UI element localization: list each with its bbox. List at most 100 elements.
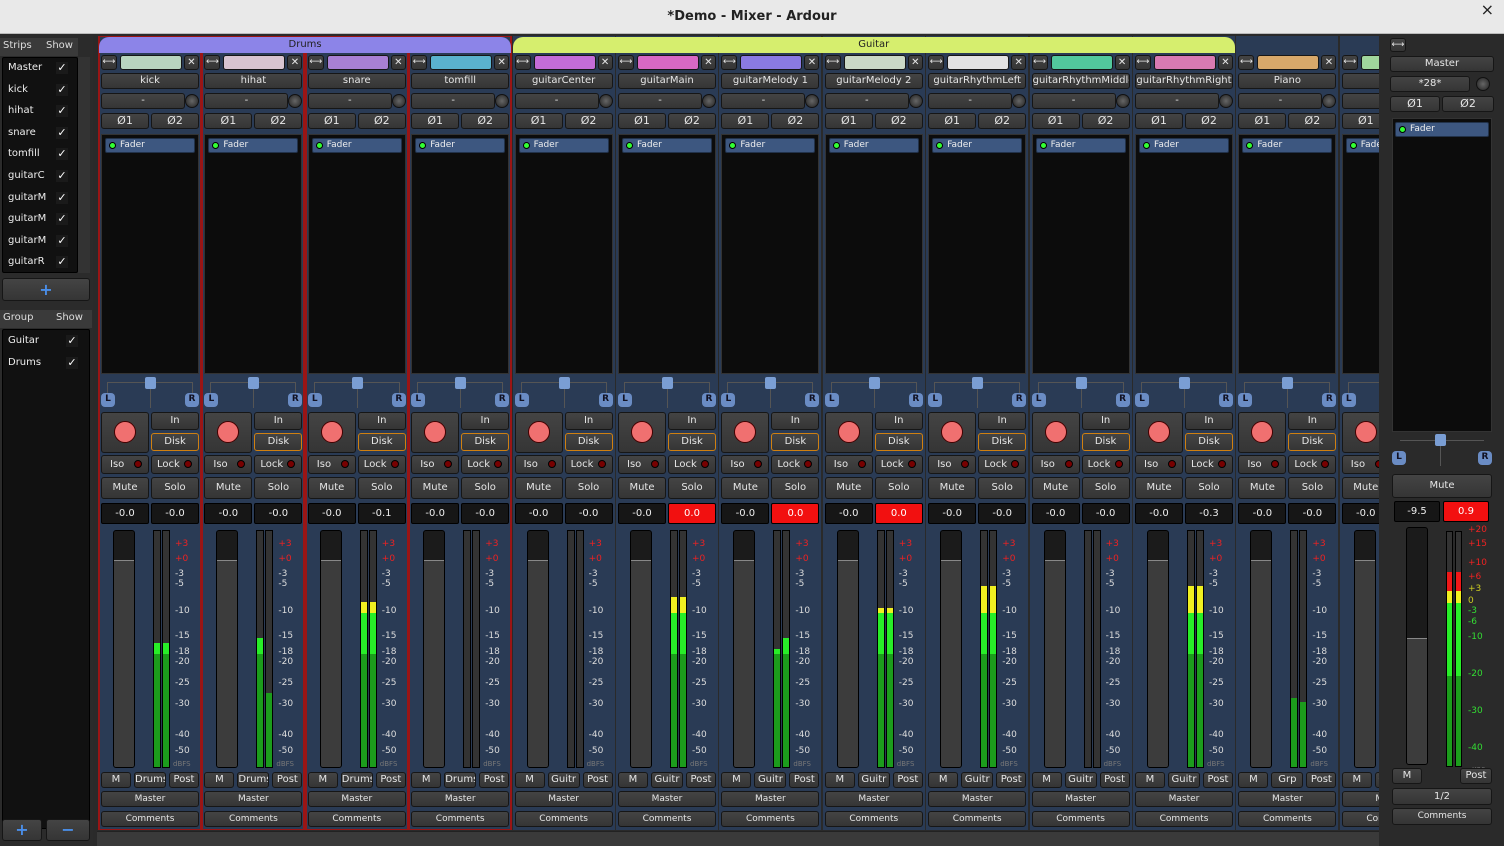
strip-width-button[interactable]: ⟷	[1390, 38, 1406, 52]
processor-fader[interactable]: Fader	[518, 138, 609, 153]
peak-display[interactable]: 0.0	[771, 503, 820, 524]
phase-invert-2-button[interactable]: Ø2	[978, 113, 1027, 129]
input-button[interactable]: -	[514, 93, 599, 109]
strip-list-item[interactable]: hihat ✓	[2, 100, 78, 122]
strip-color-button[interactable]	[120, 55, 182, 70]
route-group-button[interactable]: Guitr	[1064, 772, 1097, 788]
processor-fader[interactable]: Fader	[1345, 138, 1379, 153]
strip-name-button[interactable]: tomfill	[411, 73, 510, 89]
solo-button[interactable]: Solo	[1185, 477, 1233, 499]
monitor-disk-button[interactable]: Disk	[771, 433, 820, 451]
input-button[interactable]: -	[411, 93, 496, 109]
strip-list-item[interactable]: guitarM ✓	[2, 230, 78, 252]
strip-hide-button[interactable]: ✕	[907, 55, 923, 70]
phase-invert-2-button[interactable]: Ø2	[668, 113, 716, 129]
strip-name-button[interactable]: guitarCenter	[514, 73, 613, 89]
strip-width-button[interactable]: ⟷	[411, 55, 428, 70]
mute-button[interactable]: Mute	[721, 477, 770, 499]
strip-list-item[interactable]: guitarC ✓	[2, 165, 78, 187]
meter-position-button[interactable]: Post	[1460, 768, 1492, 784]
strip-color-button[interactable]	[1050, 55, 1113, 70]
strip-width-button[interactable]: ⟷	[1238, 55, 1255, 70]
panner-handle[interactable]	[662, 377, 673, 389]
phase-invert-1-button[interactable]: Ø1	[1390, 96, 1440, 112]
input-button[interactable]: -	[824, 93, 909, 109]
phase-invert-1-button[interactable]: Ø1	[204, 113, 253, 129]
strip-color-button[interactable]	[947, 55, 1010, 70]
peak-display[interactable]: -0.0	[151, 503, 199, 524]
meter-position-button[interactable]: Post	[1099, 772, 1130, 788]
meter-point-button[interactable]: M	[514, 772, 545, 788]
panner-handle[interactable]	[765, 377, 777, 389]
strip-hide-button[interactable]: ✕	[701, 55, 716, 70]
solo-button[interactable]: Solo	[668, 477, 716, 499]
input-button[interactable]: -	[101, 93, 185, 109]
strip-hide-button[interactable]: ✕	[184, 55, 199, 70]
monitor-disk-button[interactable]: Disk	[874, 433, 923, 451]
peak-display[interactable]: -0.0	[564, 503, 613, 524]
output-button[interactable]: Master	[928, 791, 1027, 807]
meter-position-button[interactable]: Post	[686, 772, 716, 788]
phase-invert-2-button[interactable]: Ø2	[357, 113, 406, 129]
processor-active-led[interactable]	[212, 142, 220, 149]
phase-invert-1-button[interactable]: Ø1	[928, 113, 977, 129]
phase-invert-2-button[interactable]: Ø2	[151, 113, 199, 129]
output-button[interactable]: Master	[411, 791, 510, 807]
input-button[interactable]: -	[618, 93, 702, 109]
output-button[interactable]: Master	[1031, 791, 1130, 807]
strip-color-button[interactable]	[843, 55, 906, 70]
phase-invert-2-button[interactable]: Ø2	[461, 113, 510, 129]
strip-hide-button[interactable]: ✕	[1218, 55, 1233, 70]
input-button[interactable]: -	[1031, 93, 1116, 109]
phase-invert-2-button[interactable]: Ø2	[874, 113, 923, 129]
panner-handle[interactable]	[868, 377, 880, 389]
panner-handle[interactable]	[1435, 434, 1446, 446]
strip-hide-button[interactable]: ✕	[597, 55, 613, 70]
strip-hide-button[interactable]: ✕	[287, 55, 303, 70]
strip-width-button[interactable]: ⟷	[1341, 55, 1358, 70]
gain-fader[interactable]	[630, 530, 652, 768]
remove-group-button[interactable]: −	[46, 819, 90, 841]
strips-list-scrollbar[interactable]	[78, 57, 90, 273]
monitor-disk-button[interactable]: Disk	[1081, 433, 1130, 451]
output-button[interactable]: Master	[618, 791, 716, 807]
processor-box[interactable]	[824, 134, 923, 374]
phase-invert-1-button[interactable]: Ø1	[101, 113, 149, 129]
gain-display[interactable]: -0.0	[307, 503, 356, 524]
comments-button[interactable]: Comments	[1031, 811, 1130, 827]
show-checkbox[interactable]: ✓	[56, 125, 68, 139]
processor-fader[interactable]: Fader	[1139, 138, 1229, 153]
panner-handle[interactable]	[1075, 377, 1087, 389]
solo-button[interactable]: Solo	[357, 477, 406, 499]
mute-button[interactable]: Mute	[1238, 477, 1287, 499]
show-checkbox[interactable]: ✓	[56, 104, 68, 118]
output-button[interactable]: Master	[514, 791, 613, 807]
processor-box[interactable]	[514, 134, 613, 374]
monitor-input-button[interactable]: In	[461, 412, 510, 430]
processor-box[interactable]	[1238, 134, 1337, 374]
strip-color-button[interactable]	[223, 55, 286, 70]
gain-display[interactable]: -0.0	[1341, 503, 1379, 524]
peak-display[interactable]: 0.9	[1443, 501, 1489, 522]
panner-handle[interactable]	[972, 377, 984, 389]
strip-name-button[interactable]: snare	[307, 73, 406, 89]
record-enable-button[interactable]	[1341, 412, 1379, 453]
comments-button[interactable]: Comments	[824, 811, 923, 827]
solo-button[interactable]: Solo	[1081, 477, 1130, 499]
input-trim-knob[interactable]	[598, 94, 613, 108]
input-trim-knob[interactable]	[185, 94, 199, 108]
meter-position-button[interactable]: Post	[272, 772, 303, 788]
strip-name-button[interactable]: guitarMelody 1	[721, 73, 820, 89]
strip-width-button[interactable]: ⟷	[618, 55, 634, 70]
input-trim-knob[interactable]	[391, 94, 406, 108]
strip-color-button[interactable]	[1154, 55, 1216, 70]
gain-fader[interactable]	[733, 530, 756, 768]
comments-button[interactable]: Comments	[1238, 811, 1337, 827]
strip-color-button[interactable]	[533, 55, 596, 70]
monitor-input-button[interactable]: In	[978, 412, 1027, 430]
phase-invert-2-button[interactable]: Ø2	[564, 113, 613, 129]
strip-list-item[interactable]: Master ✓	[2, 57, 78, 79]
input-button[interactable]: -	[1341, 93, 1379, 109]
peak-display[interactable]: 0.0	[668, 503, 716, 524]
phase-invert-2-button[interactable]: Ø2	[1288, 113, 1337, 129]
